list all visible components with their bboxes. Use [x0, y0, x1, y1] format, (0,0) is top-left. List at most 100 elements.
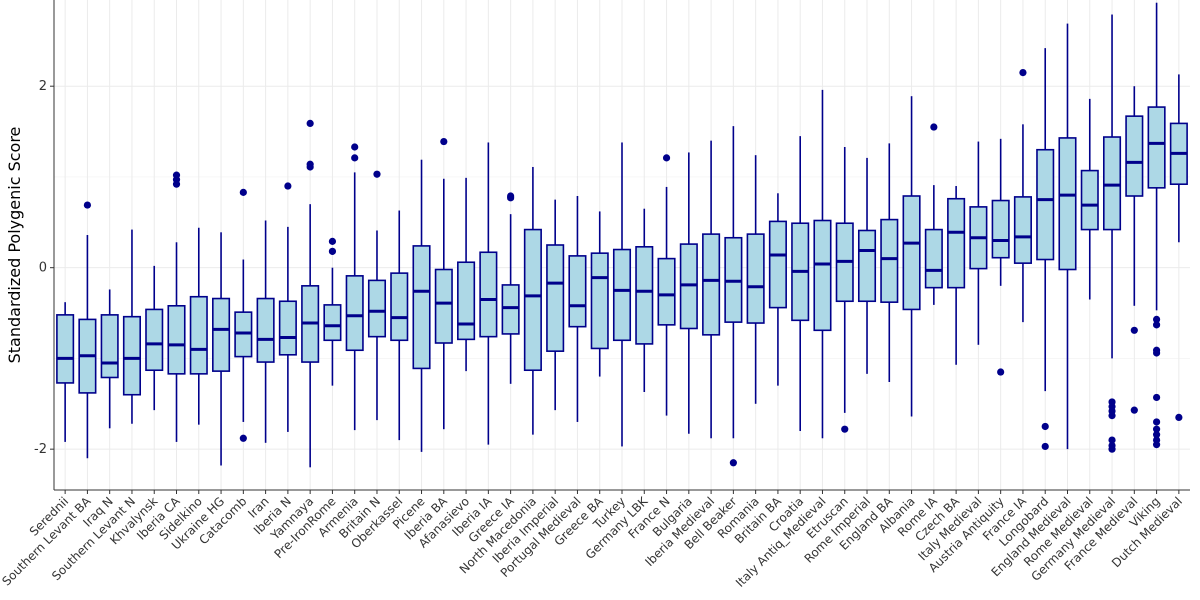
box-group [880, 143, 899, 383]
y-tick-label: 0 [39, 261, 47, 276]
box [746, 233, 765, 324]
outlier-point [1175, 413, 1183, 422]
box [947, 197, 966, 289]
box-group [1013, 68, 1032, 323]
box-group [122, 229, 142, 424]
outlier-point [172, 171, 181, 179]
box-group [278, 182, 297, 432]
box [212, 297, 231, 372]
box-group [523, 166, 542, 435]
box-group [501, 192, 520, 384]
outlier-point [1152, 425, 1161, 433]
y-axis-ticks: -2 0 2 [34, 79, 54, 457]
box [612, 248, 632, 342]
outlier-point [507, 192, 515, 200]
outlier-point [1152, 315, 1161, 324]
outlier-point [1108, 436, 1116, 444]
box-group [1058, 23, 1077, 450]
outlier-point [1152, 441, 1161, 449]
outlier-point [729, 459, 737, 467]
box [924, 228, 943, 289]
y-tick-label: -2 [34, 442, 47, 457]
box [100, 314, 119, 379]
outlier-point [239, 188, 247, 196]
outlier-point [306, 119, 314, 128]
box [457, 261, 476, 341]
box [367, 279, 387, 338]
y-tick-label: 2 [39, 79, 47, 94]
box-group [479, 142, 498, 445]
outlier-point [239, 434, 247, 442]
outlier-point [1041, 422, 1049, 431]
box-group [1080, 98, 1099, 300]
box-group [635, 208, 654, 392]
outlier-point [1130, 406, 1138, 414]
outlier-point [662, 154, 671, 162]
box-group [724, 126, 743, 467]
box [56, 314, 75, 384]
box-group [1125, 86, 1144, 414]
box-group [1147, 2, 1166, 449]
box-group [546, 199, 565, 411]
box [390, 272, 409, 342]
box-group [791, 136, 810, 432]
outlier-point [1152, 321, 1161, 329]
box-group [323, 237, 342, 386]
outlier-point [1108, 445, 1116, 453]
box [345, 275, 364, 352]
box-group [412, 159, 431, 452]
outlier-point [1041, 442, 1049, 451]
box [189, 295, 208, 375]
box-group [78, 201, 97, 459]
outlier-point [373, 170, 381, 178]
box-group [702, 140, 721, 439]
box-group [768, 193, 787, 386]
box-group [189, 227, 208, 425]
box [167, 304, 186, 375]
box [479, 251, 498, 338]
box-group [612, 142, 632, 447]
box [1147, 106, 1166, 189]
outlier-point [1152, 393, 1161, 402]
outlier-point [1152, 418, 1161, 426]
box-group [924, 123, 943, 305]
box [1013, 196, 1032, 264]
box [702, 233, 721, 336]
box-group [345, 143, 364, 431]
box [1102, 136, 1122, 231]
box-group [1102, 14, 1122, 453]
box [501, 284, 520, 335]
box [412, 245, 431, 370]
box-group [991, 138, 1010, 376]
box-group [167, 171, 186, 442]
box [813, 219, 832, 332]
box [1080, 169, 1099, 231]
box-group [590, 211, 609, 377]
y-axis-title: Standardized Polygenic Score [5, 127, 24, 364]
box [657, 257, 676, 326]
box [546, 244, 565, 352]
box [1125, 115, 1144, 197]
box-group [390, 210, 409, 441]
outlier-point [351, 143, 359, 151]
box [523, 228, 542, 372]
box [1058, 137, 1077, 271]
box-group [947, 186, 966, 365]
outlier-point [351, 154, 359, 162]
box-group [145, 265, 164, 411]
box-group [813, 89, 832, 439]
outlier-point [83, 201, 92, 209]
box-group [568, 196, 587, 422]
box-group [1169, 74, 1188, 422]
outlier-point [328, 237, 337, 245]
box-group [457, 177, 476, 372]
box [768, 220, 787, 309]
outlier-point [1108, 411, 1116, 420]
box-group [100, 289, 119, 429]
box [256, 297, 275, 363]
box-group [434, 137, 453, 430]
box [145, 308, 164, 372]
box [857, 229, 877, 303]
